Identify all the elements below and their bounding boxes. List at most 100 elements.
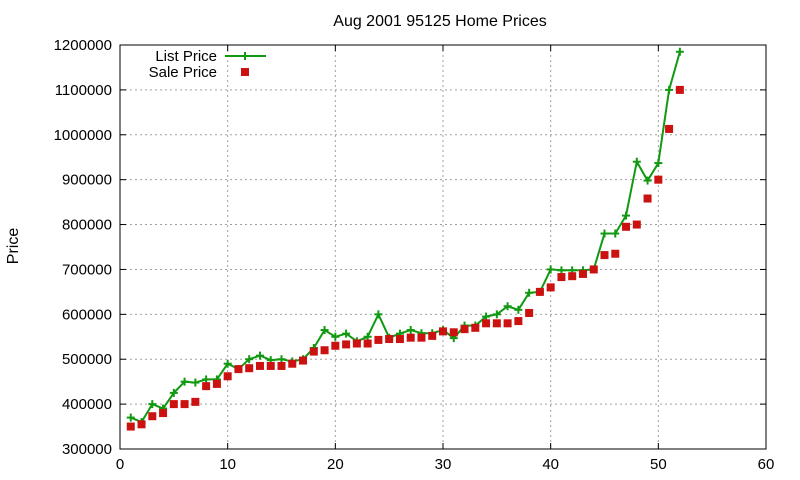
- sale-price-point: [385, 335, 394, 344]
- list-price-point: [654, 159, 663, 168]
- y-axis-label: Price: [5, 228, 22, 265]
- sale-price-point: [449, 328, 458, 337]
- list-price-point: [665, 85, 674, 94]
- list-price-point: [245, 355, 254, 364]
- sale-price-point: [654, 175, 663, 184]
- sale-price-point: [299, 356, 308, 365]
- sale-price-point: [503, 319, 512, 328]
- x-tick-label: 50: [650, 456, 667, 473]
- list-price-point: [277, 355, 286, 364]
- x-tick-label: 20: [327, 456, 344, 473]
- sale-price-point: [492, 319, 501, 328]
- sale-price-point: [675, 85, 684, 94]
- list-price-point: [223, 359, 232, 368]
- list-price-point: [406, 326, 415, 335]
- sale-price-point: [266, 361, 275, 370]
- y-tick-label: 800000: [62, 217, 112, 234]
- sale-price-point: [352, 339, 361, 348]
- legend-label-sale-price: Sale Price: [149, 64, 217, 81]
- list-price-point: [126, 413, 135, 422]
- sale-price-point: [363, 339, 372, 348]
- sale-price-point: [342, 340, 351, 349]
- list-price-point: [611, 229, 620, 238]
- chart-title: Aug 2001 95125 Home Prices: [333, 13, 546, 30]
- sale-price-point: [406, 333, 415, 342]
- list-price-point: [675, 47, 684, 56]
- list-price-point: [503, 302, 512, 311]
- sale-price-point: [632, 220, 641, 229]
- sale-price-point: [331, 341, 340, 350]
- series-layer: [126, 47, 684, 431]
- sale-price-point: [643, 194, 652, 203]
- sale-price-point: [546, 283, 555, 292]
- list-price-point: [622, 211, 631, 220]
- list-price-point: [643, 176, 652, 185]
- x-tick-label: 10: [219, 456, 236, 473]
- sale-price-point: [148, 412, 157, 421]
- sale-price-point: [428, 331, 437, 340]
- list-price-point: [374, 310, 383, 319]
- list-price-point: [255, 351, 264, 360]
- sale-price-point: [439, 327, 447, 336]
- sale-price-point: [159, 409, 168, 418]
- y-tick-label: 1000000: [54, 127, 112, 144]
- list-price-point: [169, 388, 178, 397]
- y-tick-label: 400000: [62, 396, 112, 413]
- sale-price-point: [191, 397, 200, 406]
- list-price-point: [331, 332, 340, 341]
- list-price-point: [632, 157, 641, 166]
- list-price-point: [525, 288, 534, 297]
- y-tick-label: 1100000: [55, 82, 112, 99]
- list-price-point: [557, 266, 566, 275]
- list-price-point: [180, 377, 189, 386]
- y-tick-label: 500000: [62, 351, 112, 368]
- sale-price-point: [255, 361, 264, 370]
- y-tick-label: 900000: [62, 172, 112, 189]
- sale-price-point: [309, 347, 318, 356]
- y-tick-label: 600000: [62, 306, 112, 323]
- sale-price-point: [514, 317, 523, 326]
- sale-price-point: [589, 265, 598, 274]
- list-price-point: [342, 329, 351, 338]
- list-price-line: [130, 51, 681, 424]
- y-tick-label: 1200000: [54, 37, 112, 54]
- sale-price-point: [482, 319, 491, 328]
- sale-price-point: [665, 124, 674, 133]
- sale-price-point: [535, 287, 544, 296]
- list-price-point: [492, 310, 501, 319]
- sale-price-point: [568, 272, 577, 281]
- sale-price-point: [600, 251, 609, 260]
- grid-layer: [120, 45, 766, 449]
- legend-marker-sale-price: [241, 68, 249, 76]
- sale-price-point: [525, 308, 534, 317]
- sale-price-point: [471, 323, 480, 332]
- y-tick-label: 300000: [62, 441, 112, 458]
- sale-price-point: [126, 422, 135, 431]
- sale-price-point: [180, 400, 189, 409]
- sale-price-point: [202, 382, 211, 391]
- x-tick-label: 60: [758, 456, 775, 473]
- list-price-point: [546, 265, 555, 274]
- sale-price-point: [374, 335, 383, 344]
- tick-layer: 300000 400000 500000 600000 700000 800000 9000…: [54, 37, 775, 473]
- list-price-point: [363, 332, 372, 341]
- sale-price-point: [223, 372, 232, 381]
- sale-price-point: [622, 222, 631, 231]
- sale-price-point: [557, 273, 566, 282]
- sale-price-point: [212, 379, 221, 388]
- list-price-point: [514, 305, 523, 314]
- y-tick-label: 700000: [62, 261, 112, 278]
- sale-price-point: [245, 364, 254, 373]
- list-price-point: [202, 375, 211, 384]
- sale-price-point: [234, 365, 243, 374]
- list-price-point: [600, 229, 609, 238]
- sale-price-point: [288, 359, 297, 368]
- x-tick-label: 40: [542, 456, 559, 473]
- list-price-point: [148, 400, 157, 409]
- sale-price-point: [169, 400, 178, 409]
- sale-price-point: [277, 361, 286, 370]
- sale-price-point: [578, 269, 587, 278]
- list-price-point: [482, 312, 491, 321]
- sale-price-point: [320, 346, 329, 355]
